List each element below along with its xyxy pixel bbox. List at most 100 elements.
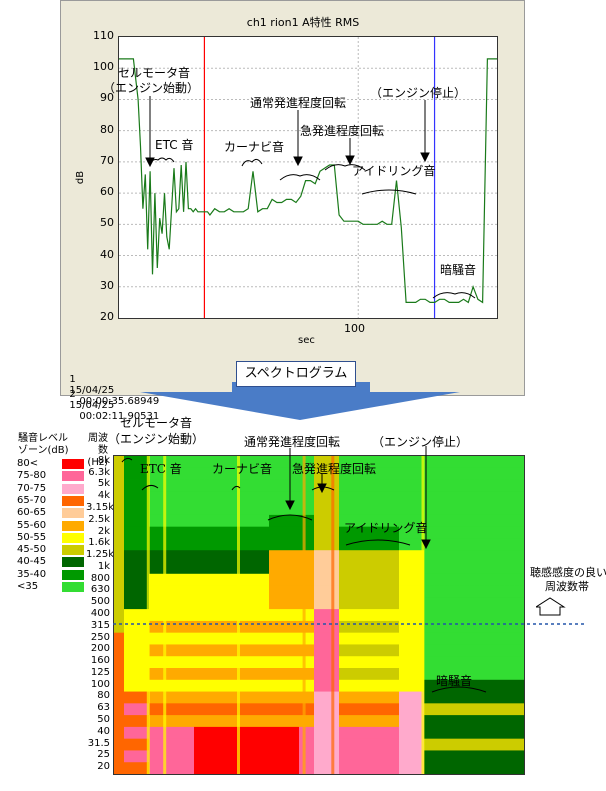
spectrogram-cell — [284, 514, 290, 528]
spectrogram-cell — [294, 738, 300, 751]
spectrogram-cell — [324, 526, 330, 539]
spectrogram-cell — [414, 585, 420, 598]
spectrogram-cell — [129, 691, 135, 704]
spectrogram-cell — [139, 679, 145, 692]
spectrogram-cell — [194, 467, 200, 480]
spectrogram-cell — [509, 526, 515, 539]
spectrogram-cell — [169, 703, 175, 716]
spectrogram-cell — [179, 562, 185, 575]
spectrogram-cell — [384, 715, 390, 728]
spectrogram-cell — [499, 456, 505, 469]
spectrogram-cell — [399, 538, 405, 551]
spectrogram-cell — [469, 491, 475, 504]
spectrogram-cell — [144, 467, 150, 480]
spectrogram-cell — [439, 526, 445, 539]
spectrogram-cell — [499, 750, 505, 763]
spectrogram-cell — [139, 738, 145, 751]
spectrogram-cell — [414, 620, 420, 634]
spectrogram-cell — [309, 762, 315, 774]
spectrogram-cell — [234, 538, 240, 551]
spectrogram-cell — [334, 573, 340, 586]
spectrogram-cell — [514, 562, 520, 575]
spectrogram-cell — [314, 679, 320, 692]
spectrogram-cell — [124, 562, 130, 575]
spectrogram-cell — [264, 609, 270, 622]
spectrogram-cell — [319, 738, 325, 751]
frequency-label: 8k — [97, 454, 110, 466]
spectrogram-cell — [249, 573, 255, 586]
spectrogram-cell — [189, 503, 195, 516]
spectrogram-cell — [379, 750, 385, 763]
spectrogram-cell — [404, 668, 410, 681]
spectrogram-cell — [429, 562, 435, 575]
spectrogram-cell — [284, 491, 290, 504]
spectrogram-cell — [214, 644, 220, 657]
spectrogram-cell — [199, 620, 205, 634]
spectrogram-cell — [289, 538, 295, 551]
spectrogram-cell — [414, 479, 420, 492]
spectrogram-cell — [364, 750, 370, 763]
spectrogram-cell — [134, 597, 140, 610]
spectrogram-cell — [114, 644, 120, 657]
legend-label: 75-80 — [17, 470, 47, 482]
spectrogram-cell — [434, 550, 440, 563]
y-tick-label: 110 — [93, 29, 114, 42]
spectrogram-cell — [214, 762, 220, 774]
spectrogram-cell — [489, 691, 495, 704]
spectrogram-cell — [159, 467, 165, 480]
spectrogram-cell — [354, 715, 360, 728]
frequency-label: 1k — [97, 560, 110, 572]
spectrogram-cell — [479, 573, 485, 586]
spectrogram-cell — [334, 514, 340, 528]
spectrogram-cell — [434, 479, 440, 492]
spectrogram-cell — [459, 703, 465, 716]
spectrogram-cell — [394, 668, 400, 681]
spectrogram-cell — [389, 703, 395, 716]
spectrogram-cell — [299, 550, 305, 563]
spectrogram-cell — [389, 550, 395, 563]
spectrogram-cell — [154, 644, 160, 657]
spectrogram-cell — [144, 514, 150, 528]
spectrogram-cell — [174, 609, 180, 622]
spectrogram-cell — [164, 715, 170, 728]
spectrogram-cell — [324, 573, 330, 586]
spectrogram-cell — [219, 585, 225, 598]
spectrogram-cell — [499, 691, 505, 704]
spectrogram-cell — [339, 479, 345, 492]
spectrogram-cell — [449, 538, 455, 551]
spectrogram-cell — [334, 609, 340, 622]
spectrogram-cell — [444, 726, 450, 740]
spectrogram-cell — [519, 668, 524, 681]
spectrogram-cell — [514, 538, 520, 551]
spectrogram-cell — [464, 456, 470, 469]
spectrogram-cell — [339, 738, 345, 751]
spectrogram-cell — [189, 538, 195, 551]
spectrogram-cell — [164, 620, 170, 634]
spectrogram-cell — [114, 609, 120, 622]
spectrogram-cell — [509, 514, 515, 528]
spectrogram-cell — [239, 573, 245, 586]
spectrogram-cell — [304, 597, 310, 610]
spectrogram-cell — [204, 656, 210, 669]
spectrogram-cell — [244, 456, 250, 469]
spectrogram-cell — [404, 691, 410, 704]
spectrogram-cell — [159, 703, 165, 716]
spectrogram-cell — [244, 691, 250, 704]
spectrogram-cell — [519, 585, 524, 598]
spectrogram-cell — [374, 668, 380, 681]
spectrogram-cell — [469, 514, 475, 528]
spectrogram-cell — [389, 573, 395, 586]
spectrogram-cell — [134, 738, 140, 751]
spectrogram-cell — [414, 762, 420, 774]
spectrogram-cell — [119, 526, 125, 539]
spectrogram-cell — [359, 467, 365, 480]
spectrogram-cell — [469, 644, 475, 657]
spectrogram-cell — [199, 562, 205, 575]
spectrogram-cell — [354, 656, 360, 669]
spectrogram-cell — [514, 585, 520, 598]
spectrogram-cell — [279, 620, 285, 634]
spectrogram-cell — [194, 562, 200, 575]
spectrogram-cell — [114, 715, 120, 728]
spectrogram-cell — [509, 456, 515, 469]
spectrogram-cell — [199, 467, 205, 480]
